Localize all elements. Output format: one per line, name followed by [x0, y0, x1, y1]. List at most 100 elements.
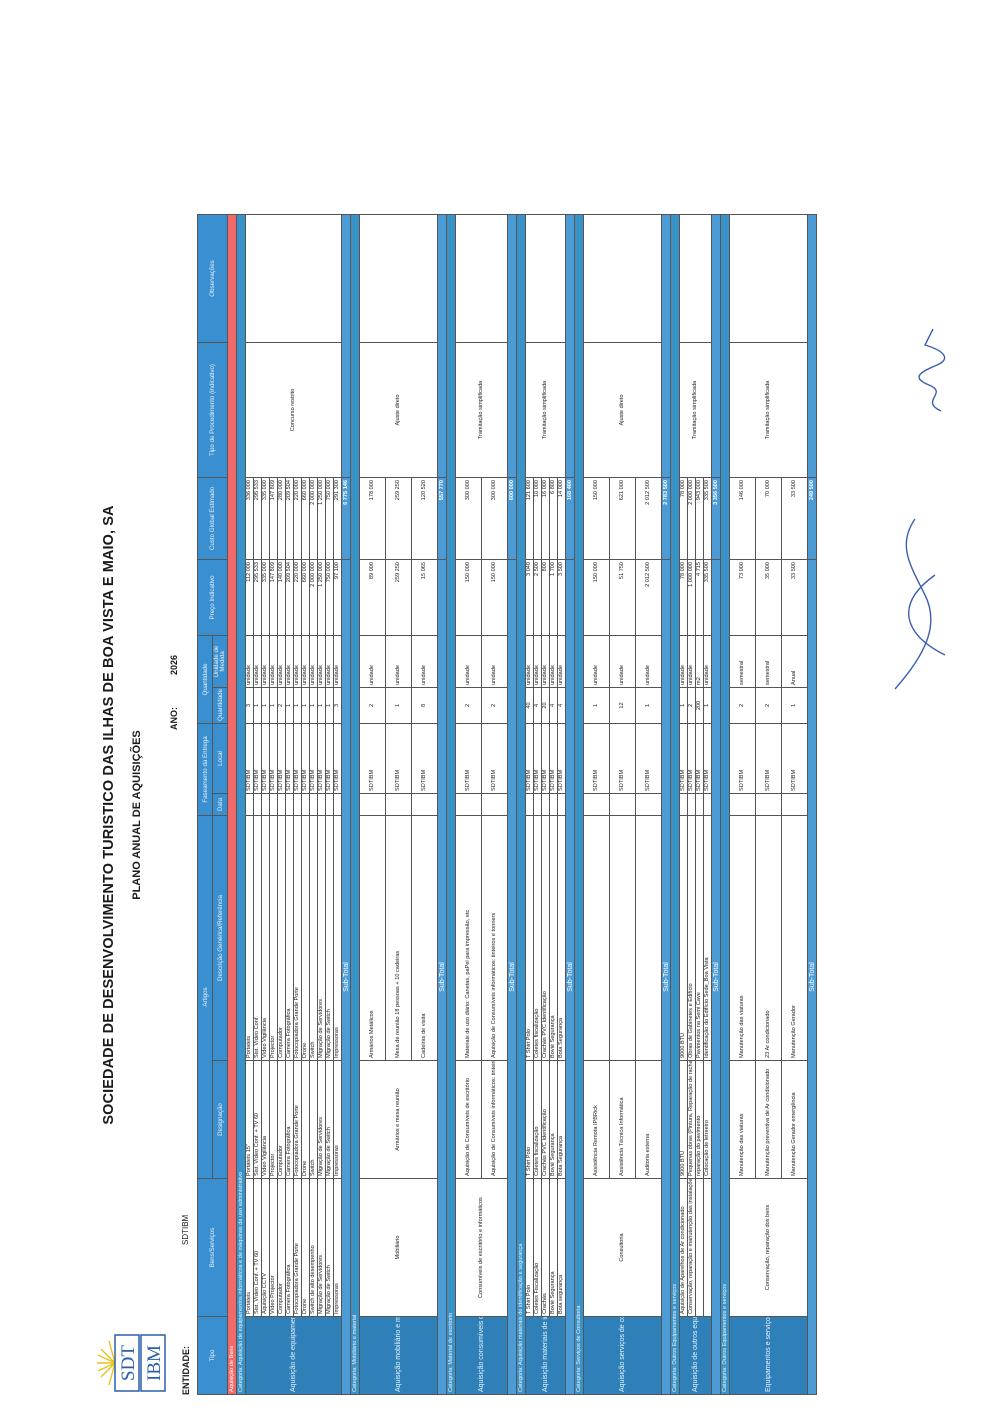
designacao-cell: reparação do pavimento — [695, 1060, 704, 1179]
subtotal-empty — [661, 214, 671, 478]
signature-initial — [918, 328, 946, 412]
table-row: Aquisição mobiliário e material Mobiliári… — [359, 214, 438, 1395]
svg-text:SDT: SDT — [118, 1345, 139, 1381]
custo-cell: 2 012 500 — [635, 477, 662, 560]
type-cell: Aquisição serviços de consultoria — [583, 1316, 662, 1395]
subtotal-empty — [807, 214, 817, 478]
designacao-cell: Sist. Vídeo Conf. + TV 60 — [253, 1060, 262, 1179]
quantidade-cell: 2 — [455, 687, 482, 724]
col-procedimento: Tipo de Procedimento (indicativo) — [197, 342, 228, 478]
category-label: Categoria: Mobiliário e material — [350, 214, 360, 1395]
designacao-cell: Migração de Servidores — [317, 1060, 326, 1179]
unidade-cell: unidade — [703, 635, 712, 688]
data-cell — [635, 793, 662, 816]
custo-cell: 335 000 — [261, 477, 270, 560]
procedimento-cell: Tramitação simplificada — [729, 342, 808, 478]
preco-cell: 112 000 — [245, 559, 254, 636]
section-label: Aquisição de Bens — [227, 214, 237, 1395]
data-cell — [557, 793, 566, 816]
custo-cell: 336 000 — [245, 477, 254, 560]
quantidade-cell: 1 — [385, 687, 412, 724]
observacoes-cell — [525, 214, 566, 343]
svg-text:IBM: IBM — [144, 1345, 165, 1381]
col-quantidade-group: Quantidade — [197, 635, 213, 724]
descricao-cell: T Shirt Polo — [525, 815, 534, 1061]
year-value: 2026 — [169, 654, 179, 675]
designacao-cell: Manutenção preventiva de Ar condicionado — [755, 1060, 782, 1179]
unidade-cell: m2 — [695, 635, 704, 688]
bens-cell: Migração de Switch — [325, 1178, 334, 1317]
unidade-cell: unidade — [253, 635, 262, 688]
data-cell — [333, 793, 342, 816]
data-cell — [481, 793, 508, 816]
observacoes-cell — [679, 214, 712, 343]
observacoes-cell — [455, 214, 508, 343]
preco-cell: 35 000 — [755, 559, 782, 636]
descricao-cell — [609, 815, 636, 1061]
local-cell: SDTIBM — [269, 723, 278, 794]
descricao-cell: Materiais de uso diário: Canetas, paPel … — [455, 815, 482, 1061]
subtotal-value: 3 356 500 — [711, 477, 721, 560]
designacao-cell: Bovié Segurança — [549, 1060, 558, 1179]
preco-cell: 2 500 — [533, 559, 542, 636]
custo-cell: 295 533 — [253, 477, 262, 560]
custo-cell: 335 500 — [703, 477, 712, 560]
designacao-cell: Bota Segurança — [557, 1060, 566, 1179]
procedimento-cell: Tramitação simplificada — [455, 342, 508, 478]
designacao-cell: Assistência Remota IPBRick — [583, 1060, 610, 1179]
local-cell: SDTIBM — [333, 723, 342, 794]
unidade-cell: unidade — [557, 635, 566, 688]
subtotal-value: 168 400 — [565, 477, 575, 560]
type-cell: Aquisição consumíveis de escritório — [455, 1316, 508, 1395]
subtotal-value: 557 770 — [437, 477, 447, 560]
unidade-cell: unidade — [541, 635, 550, 688]
local-cell: SDTIBM — [411, 723, 438, 794]
bens-cell: Crachás — [541, 1178, 550, 1317]
category-label: Categoria: Serviços de Consultoria — [574, 214, 584, 1395]
local-cell: SDTIBM — [261, 723, 270, 794]
unidade-cell: unidade — [679, 635, 688, 688]
unidade-cell: unidade — [481, 635, 508, 688]
local-cell: SDTIBM — [695, 723, 704, 794]
preco-cell: 147 809 — [269, 559, 278, 636]
local-cell: SDTIBM — [583, 723, 610, 794]
data-cell — [317, 793, 326, 816]
quantidade-cell: 1 — [293, 687, 302, 724]
data-cell — [687, 793, 696, 816]
descricao-cell: Aquisição de Consumíveis informáticos: t… — [481, 815, 508, 1061]
data-cell — [309, 793, 318, 816]
quantidade-cell: 1 — [269, 687, 278, 724]
category-label: Categoria: Aquisição de equipamentos inf… — [236, 214, 246, 1395]
local-cell: SDTIBM — [245, 723, 254, 794]
procedimento-cell: Tramitação simplificada — [679, 342, 712, 478]
entity-value: SDTIBM — [181, 1214, 190, 1245]
document-subtitle: PLANO ANUAL DE AQUISIÇÕES — [131, 730, 143, 900]
subtotal-value: 6 775 146 — [341, 477, 351, 560]
quantidade-cell: 4 — [533, 687, 542, 724]
preco-cell: 33 500 — [781, 559, 808, 636]
unidade-cell: unidade — [525, 635, 534, 688]
designacao-cell: Migração de Switch — [325, 1060, 334, 1179]
table-row: Aquisição de outros equipamentos e Bens A… — [679, 214, 712, 1395]
subtotal-row: Sub-Total 2 783 500 — [661, 214, 671, 1395]
subtotal-empty — [341, 214, 351, 478]
local-cell: SDTIBM — [325, 723, 334, 794]
unidade-cell: unidade — [317, 635, 326, 688]
subtotal-row: Sub-Total 168 400 — [565, 214, 575, 1395]
unidade-cell: unidade — [325, 635, 334, 688]
preco-cell: 97 100 — [333, 559, 342, 636]
category-label: Categoria: Material de escritorio — [446, 214, 456, 1395]
local-cell: SDTIBM — [729, 723, 756, 794]
descricao-cell: Bovié Segurança — [549, 815, 558, 1061]
bens-cell: Computador — [277, 1178, 286, 1317]
unidade-cell: unidade — [549, 635, 558, 688]
bens-cell: Bovié Segurança — [549, 1178, 558, 1317]
observacoes-cell — [729, 214, 808, 343]
col-designacao: Designação — [212, 1060, 228, 1179]
local-cell: SDTIBM — [541, 723, 550, 794]
unidade-cell: semestral — [729, 635, 756, 688]
unidade-cell: unidade — [277, 635, 286, 688]
subtotal-empty — [565, 214, 575, 478]
subtotal-label: Sub-Total — [807, 559, 817, 1395]
designacao-cell: Armários e mesa reunião — [359, 1060, 438, 1179]
